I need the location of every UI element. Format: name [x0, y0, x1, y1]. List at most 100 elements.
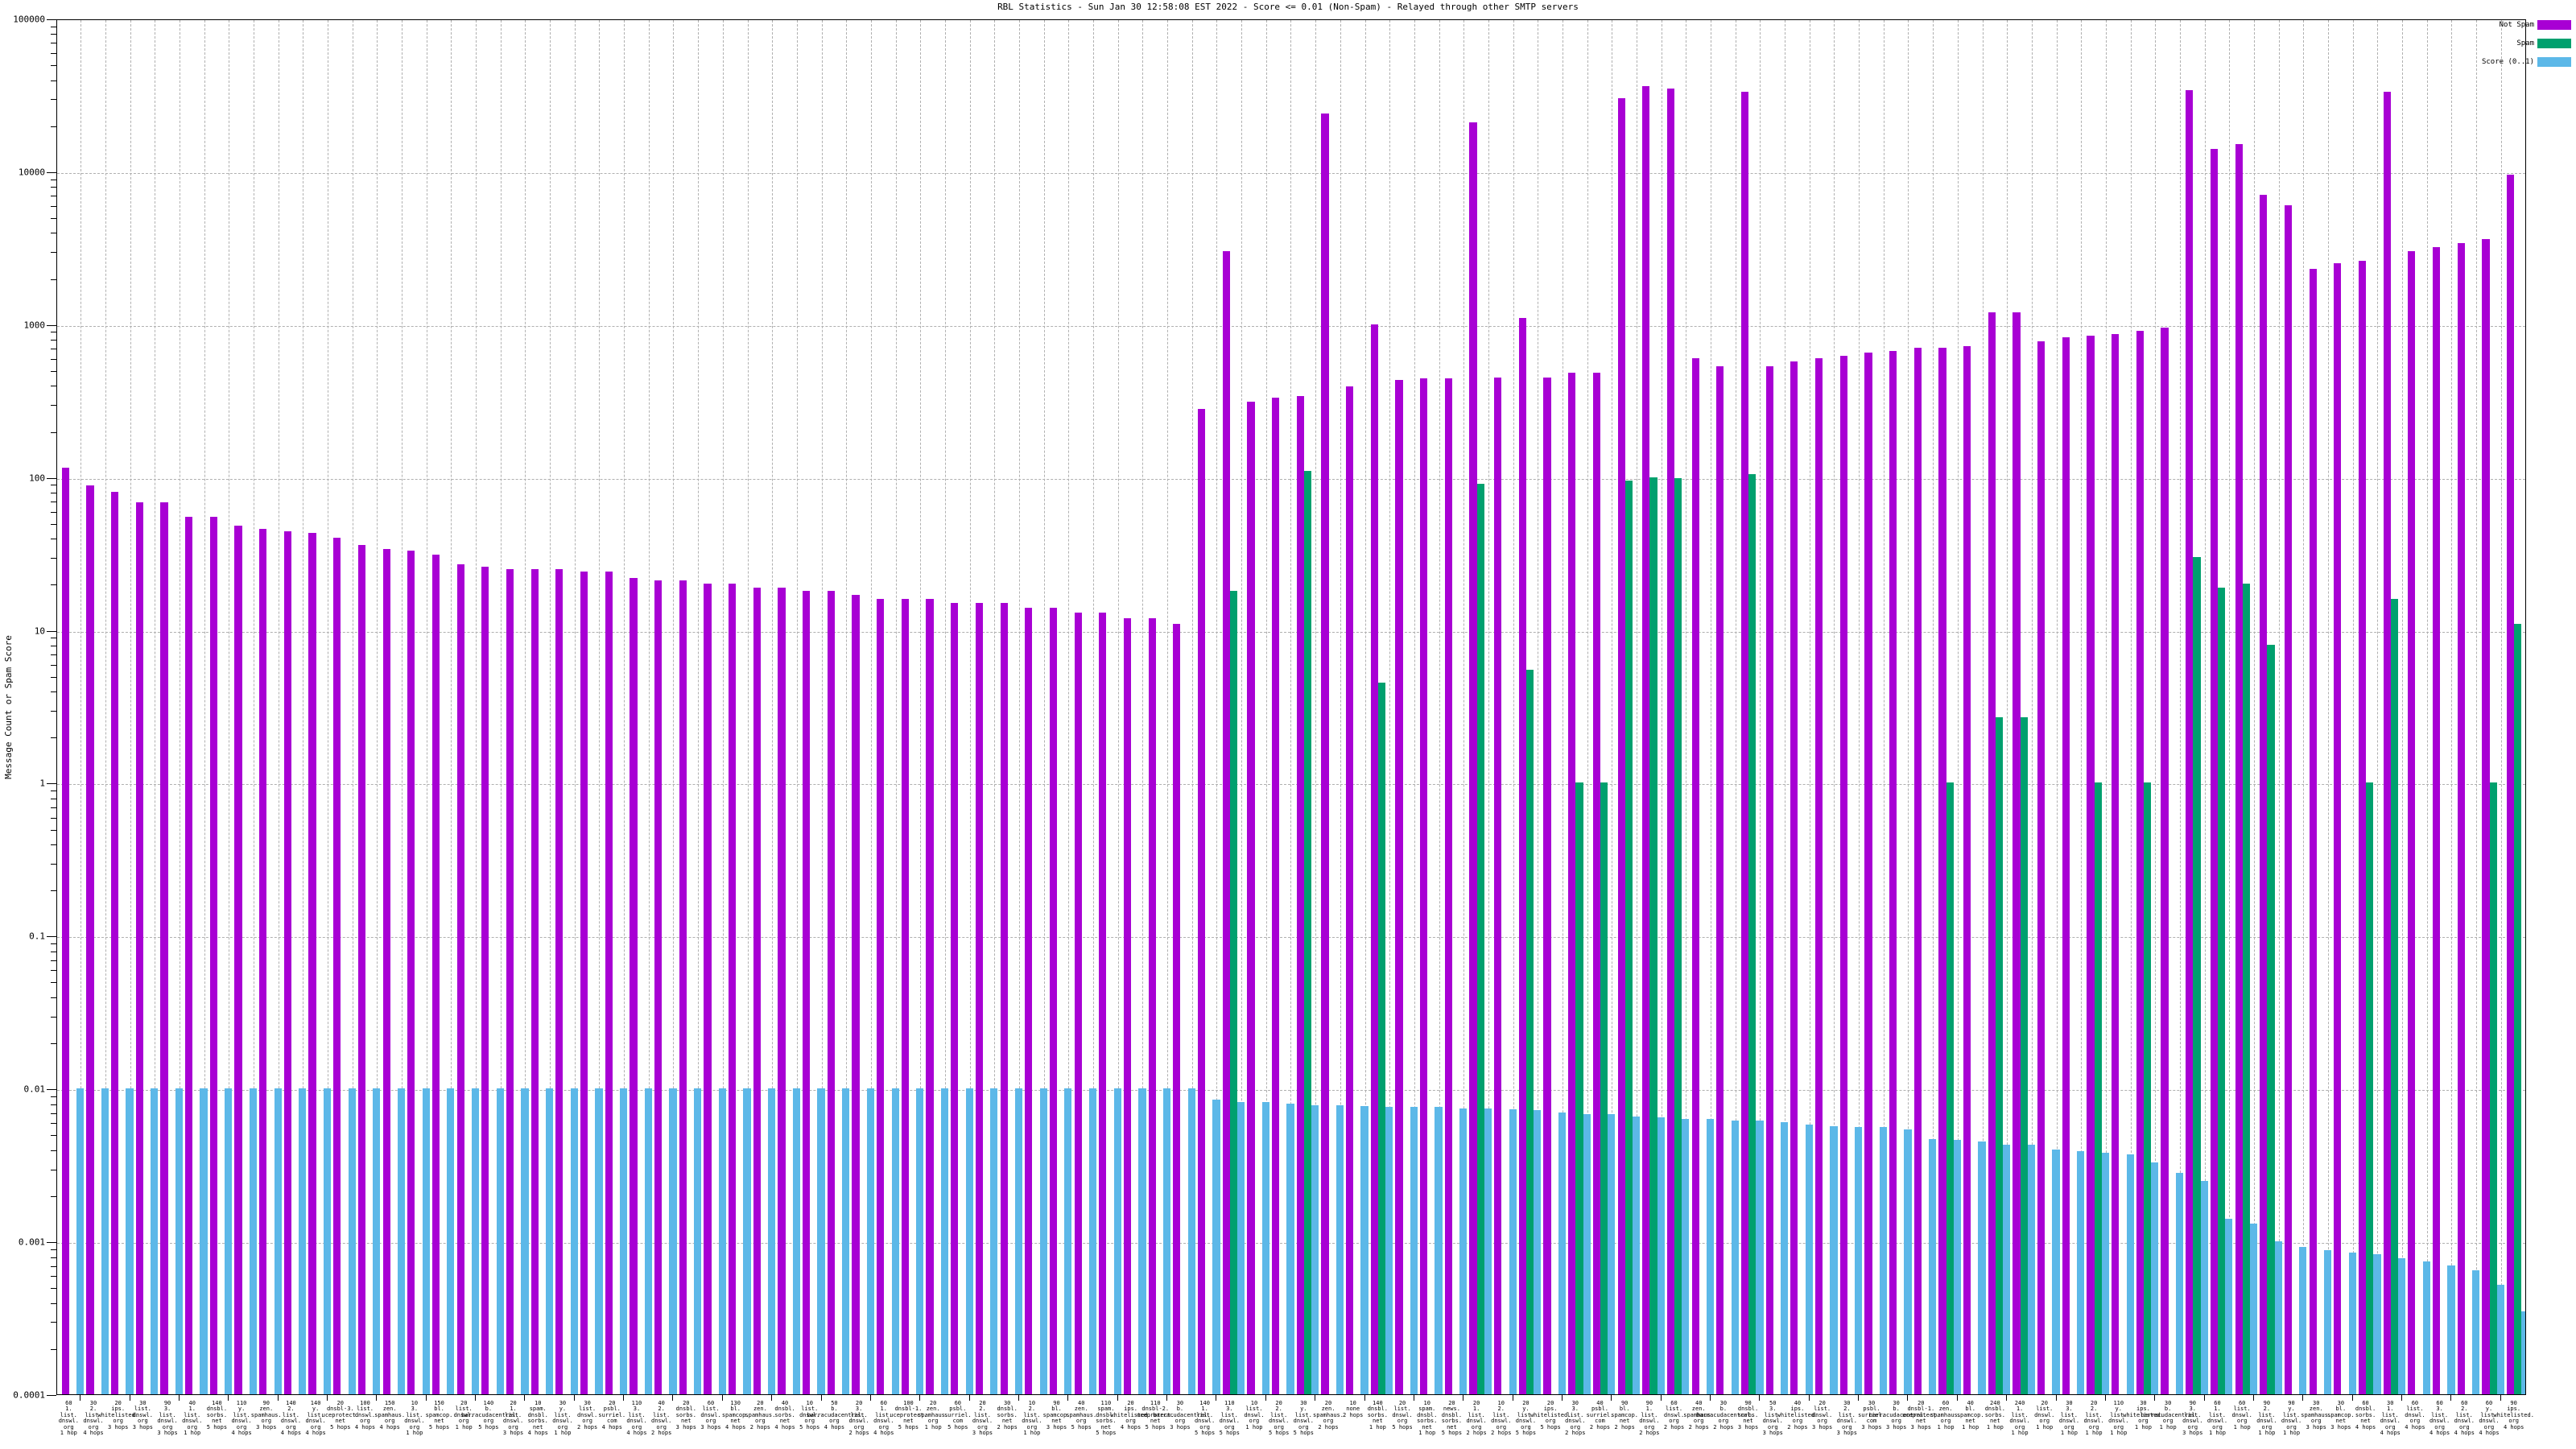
vertical-gridline	[377, 20, 378, 1394]
x-axis-label: 30 zen. spamhaus. org 3 hops	[2301, 1400, 2332, 1430]
x-axis-tick	[178, 1395, 180, 1401]
x-axis-tick	[721, 1395, 723, 1401]
vertical-gridline	[2081, 20, 2083, 1394]
bar-not-spam	[1469, 122, 1477, 1394]
vertical-gridline	[1315, 20, 1317, 1394]
bar-not-spam	[333, 538, 341, 1394]
bar-not-spam	[1025, 607, 1033, 1394]
bar-not-spam	[1617, 98, 1625, 1394]
bar-score	[1830, 1125, 1838, 1394]
y-axis-minor-tick	[51, 1113, 56, 1114]
bar-not-spam	[283, 531, 291, 1394]
x-axis-label: 30 3. list. dnswl. org 1 hop	[2058, 1400, 2080, 1437]
x-axis-label: 30 list. dnswl. org 2 hops	[576, 1400, 598, 1430]
page-title: RBL Statistics - Sun Jan 30 12:58:08 EST…	[997, 2, 1579, 12]
legend-item: Score (0..1)	[2450, 55, 2571, 68]
bar-score	[175, 1088, 183, 1394]
vertical-gridline	[130, 20, 131, 1394]
vertical-gridline	[1018, 20, 1020, 1394]
x-axis-tick	[2203, 1395, 2205, 1401]
vertical-gridline	[1241, 20, 1243, 1394]
x-axis-label: 110 3. list. dnswl. org 4 hops	[626, 1400, 647, 1437]
vertical-gridline	[1834, 20, 1835, 1394]
bar-not-spam	[1889, 350, 1897, 1394]
x-axis-label: 110 y. list. dnswl. org 1 hop	[2108, 1400, 2129, 1437]
vertical-gridline	[722, 20, 724, 1394]
bar-score	[1929, 1138, 1937, 1394]
bar-score	[521, 1088, 529, 1394]
bar-spam	[1946, 782, 1954, 1394]
bar-score	[866, 1088, 875, 1394]
bar-score	[1904, 1129, 1912, 1394]
x-axis-label: 90 ips. whitelisted. org 4 hops	[2493, 1400, 2534, 1430]
bar-not-spam	[2334, 263, 2342, 1394]
bar-score	[2323, 1249, 2332, 1394]
bar-score	[965, 1088, 973, 1394]
bar-score	[2101, 1153, 2110, 1394]
y-axis-minor-tick	[51, 99, 56, 101]
vertical-gridline	[2179, 20, 2181, 1394]
x-axis-label: 100 list. dnswl. org 4 hops	[354, 1400, 376, 1430]
bar-not-spam	[160, 502, 168, 1394]
x-axis-label: 40 bl. spamcop. net 1 hop	[1956, 1400, 1984, 1430]
vertical-gridline	[698, 20, 700, 1394]
x-axis-tick	[919, 1395, 921, 1401]
x-axis-label: 60 list. dnswl. org 2 hops	[1663, 1400, 1685, 1430]
bar-spam	[1995, 716, 2004, 1394]
x-axis-label: 20 dnsbl-3. uceprotect. net 5 hops	[321, 1400, 359, 1430]
vertical-gridline	[2402, 20, 2404, 1394]
x-axis-label: 150 zen. spamhaus. org 4 hops	[374, 1400, 406, 1430]
bar-score	[743, 1088, 751, 1394]
vertical-gridline	[1265, 20, 1267, 1394]
x-axis-label: 30 b. barracudacentral. org 1 hop	[2140, 1400, 2199, 1430]
x-axis-label: 30 2. list. dnswl. org 3 hops	[1836, 1400, 1857, 1437]
bar-not-spam	[2062, 337, 2070, 1394]
x-axis-label: 20 2. list. dnswl. org 1 hop	[2083, 1400, 2104, 1437]
x-axis-label: 20 zen. spamhaus. org 2 hops	[1313, 1400, 1344, 1430]
bar-not-spam	[308, 533, 316, 1394]
bar-score	[1632, 1116, 1641, 1394]
bar-score	[1113, 1088, 1121, 1394]
vertical-gridline	[204, 20, 205, 1394]
y-axis-minor-tick	[51, 1096, 56, 1097]
vertical-gridline	[624, 20, 625, 1394]
x-axis-label: 60 2. list. dnswl. org 4 hops	[2454, 1400, 2475, 1437]
vertical-gridline	[2377, 20, 2379, 1394]
legend-item-label: Not Spam	[2499, 20, 2534, 29]
y-axis-minor-tick	[51, 53, 56, 55]
bar-score	[1187, 1088, 1195, 1394]
x-axis-label: 140 y. list. dnswl. org 4 hops	[305, 1400, 326, 1437]
y-axis-minor-tick	[51, 1104, 56, 1105]
bar-not-spam	[234, 526, 242, 1394]
bar-not-spam	[1346, 386, 1354, 1394]
x-axis-labels: 60 1. list. dnswl. org 1 hop 30 2. list. …	[56, 1400, 2534, 1449]
bar-score	[546, 1088, 554, 1394]
x-axis-label: 20 y. list. dnswl. org 5 hops	[1515, 1400, 1537, 1437]
x-axis-label: 20 1. list. dnswl. org 3 hops	[502, 1400, 524, 1437]
vertical-gridline	[772, 20, 774, 1394]
y-axis-minor-tick	[51, 863, 56, 865]
vertical-gridline	[2328, 20, 2330, 1394]
x-axis-label: 140 dnsbl. sorbs. net 5 hops	[206, 1400, 228, 1430]
y-axis-tick-label: 1	[39, 778, 45, 789]
bar-spam	[1649, 477, 1657, 1394]
bar-score	[1978, 1141, 1986, 1394]
vertical-gridline	[550, 20, 551, 1394]
bar-not-spam	[407, 551, 415, 1394]
bar-score	[2398, 1257, 2406, 1394]
bar-score	[1657, 1117, 1665, 1394]
y-axis-minor-tick	[51, 970, 56, 972]
x-axis-label: 90 2. list. dnswl. org 1 hop	[2256, 1400, 2277, 1437]
x-axis-label: 30 dnsbl. sorbs. net 2 hops	[997, 1400, 1018, 1430]
vertical-gridline	[2229, 20, 2231, 1394]
x-axis-tick	[2006, 1395, 2008, 1401]
bar-not-spam	[1839, 356, 1847, 1394]
vertical-gridline	[1216, 20, 1218, 1394]
bar-not-spam	[1123, 617, 1132, 1394]
vertical-gridline	[525, 20, 526, 1394]
y-axis-tick	[47, 324, 56, 326]
vertical-gridline	[1043, 20, 1045, 1394]
x-axis-tick	[2302, 1395, 2304, 1401]
bar-score	[1805, 1125, 1813, 1394]
bar-score	[669, 1088, 677, 1394]
